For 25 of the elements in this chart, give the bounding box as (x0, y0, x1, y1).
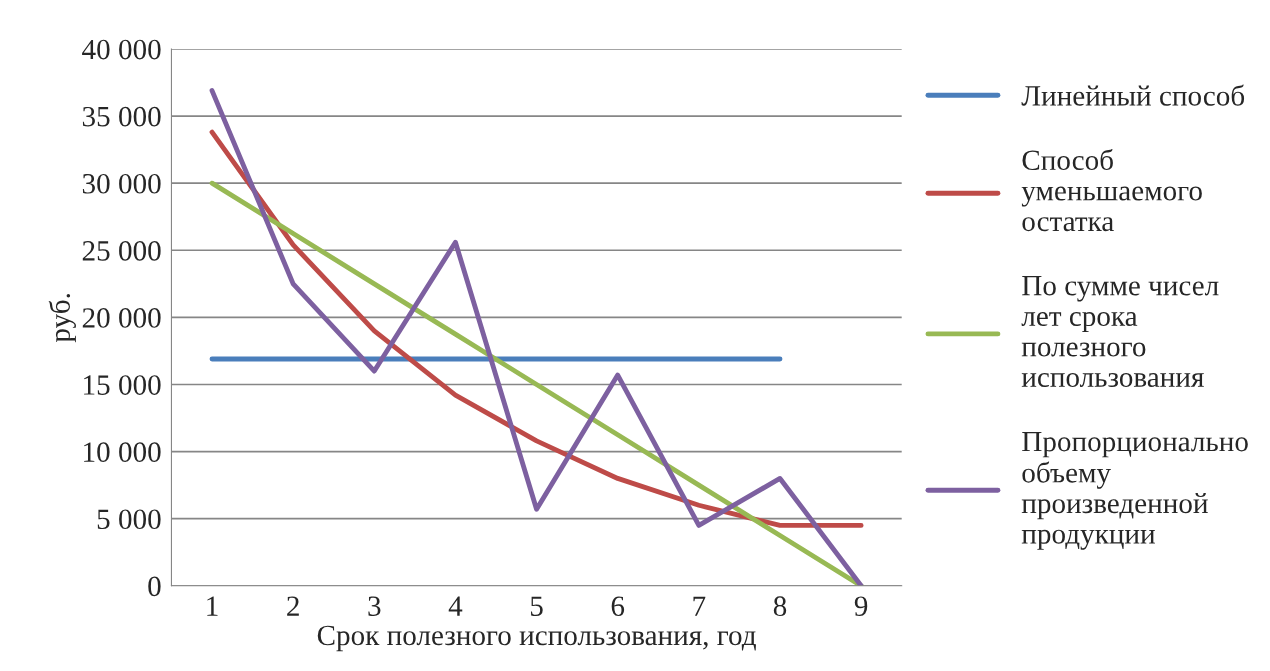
x-axis-title: Срок полезного использования, год (317, 625, 756, 652)
y-axis-title: руб. (48, 294, 76, 343)
y-tick-label: 15 000 (84, 375, 161, 395)
x-tick-label: 7 (693, 596, 706, 616)
x-tick-label: 2 (287, 596, 299, 616)
y-tick-label: 35 000 (82, 106, 161, 127)
x-tick-label: 9 (854, 596, 868, 617)
x-tick-label: 1 (207, 596, 218, 616)
line-series (209, 88, 864, 586)
y-tick-label: 5 000 (97, 509, 161, 530)
y-tick-label: 40 000 (82, 39, 161, 60)
y-tick-label: 20 000 (82, 308, 161, 328)
y-tick-label: 10 000 (84, 442, 161, 462)
x-tick-label: 3 (368, 596, 381, 617)
x-tick-label: 5 (530, 596, 543, 617)
legend-label: Способ уменьшаемого остатка (1021, 148, 1202, 232)
legend-label: Линейный способ (1021, 84, 1245, 106)
legend-label: Пропорционально объему произведенной продукции (1021, 432, 1248, 550)
x-tick-label: 8 (773, 596, 787, 617)
x-tick-label: 6 (611, 596, 625, 617)
y-tick-label: 30 000 (82, 173, 161, 194)
x-tick-label: 4 (448, 596, 463, 616)
legend-label: По сумме чисел лет срока полезного использования (1021, 276, 1219, 388)
y-tick-label: 25 000 (82, 241, 161, 261)
y-tick-label: 0 (148, 576, 161, 597)
